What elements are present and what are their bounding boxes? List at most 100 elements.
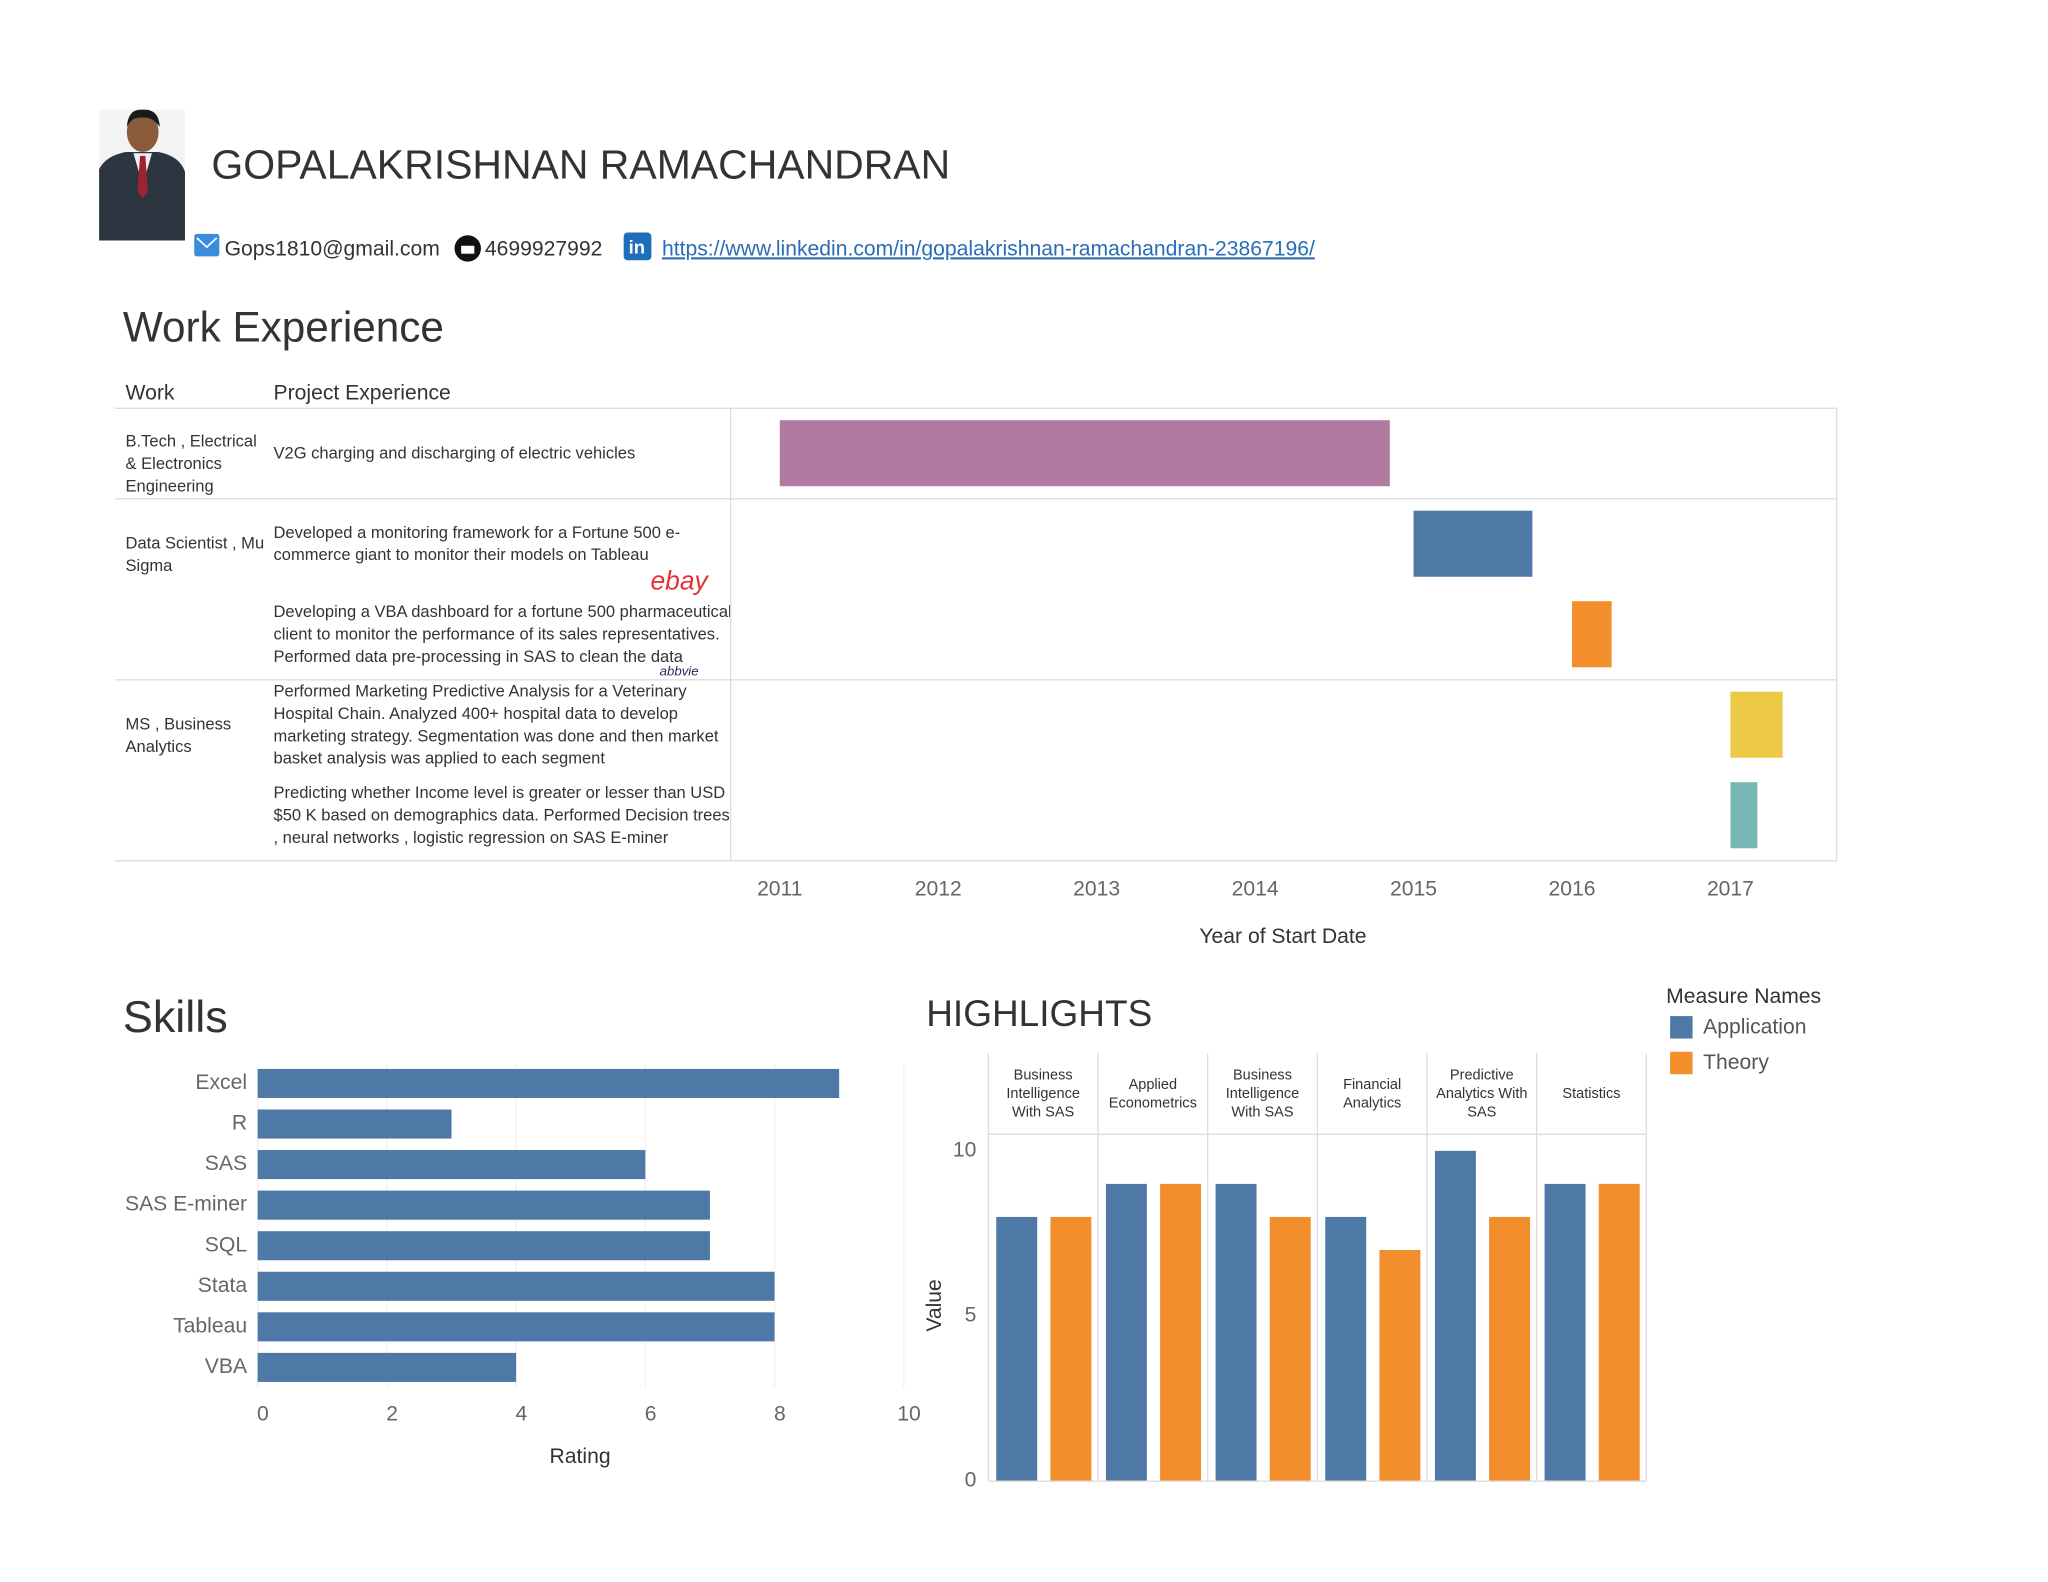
gantt-bar — [1571, 601, 1612, 668]
x-tick-label: 8 — [774, 1403, 786, 1426]
linkedin-icon-text: in — [629, 236, 645, 257]
bar — [257, 1352, 517, 1382]
bar — [1050, 1216, 1092, 1482]
column-header: Work — [126, 381, 175, 404]
email-icon-flap — [196, 237, 218, 249]
category-header-box: Business Intelligence With SAS — [1225, 1067, 1300, 1121]
project-text-box: Developed a monitoring framework for a F… — [273, 522, 681, 564]
phone-icon-body — [461, 245, 475, 254]
x-tick-label: 2 — [386, 1403, 398, 1426]
work-label-box: Data Scientist , Mu Sigma — [125, 533, 265, 575]
x-tick-label: 0 — [257, 1403, 269, 1426]
y-tick-label: SQL — [205, 1233, 248, 1256]
x-tick-label: 2012 — [915, 877, 962, 900]
work-label: MS , Business Analytics — [125, 714, 232, 756]
category-header: Business Intelligence With SAS — [1225, 1067, 1300, 1121]
legend-title: Measure Names — [1666, 985, 1821, 1008]
bar — [1544, 1183, 1586, 1482]
x-tick-label: 2011 — [757, 877, 802, 900]
category-header: Statistics — [1562, 1085, 1621, 1102]
email: Gops1810@gmail.com — [225, 237, 440, 260]
bar — [1489, 1216, 1531, 1482]
bar — [257, 1231, 710, 1261]
linkedin-link[interactable]: https://www.linkedin.com/in/gopalakrishn… — [662, 237, 1315, 260]
email-icon — [194, 233, 220, 257]
work-label-box: B.Tech , Electrical & Electronics Engine… — [125, 431, 257, 496]
section-title: HIGHLIGHTS — [926, 993, 1152, 1034]
photo — [99, 109, 185, 241]
y-tick-label: SAS E-miner — [125, 1193, 247, 1216]
project-text-box: V2G charging and discharging of electric… — [273, 443, 636, 463]
x-tick-label: 4 — [516, 1403, 528, 1426]
photo-tie — [137, 155, 148, 199]
category-header: Business Intelligence With SAS — [1006, 1067, 1080, 1121]
category-header-box: Business Intelligence With SAS — [1006, 1067, 1080, 1121]
y-tick-label: SAS — [205, 1152, 247, 1175]
y-tick-label: 0 — [965, 1469, 977, 1492]
company-logo: ebay — [651, 566, 710, 596]
y-tick-label: R — [232, 1112, 247, 1135]
gantt-bar — [1730, 691, 1783, 758]
y-tick-label: Stata — [198, 1274, 248, 1297]
x-tick-label: 2017 — [1707, 877, 1754, 900]
category-header-box: Financial Analytics — [1343, 1076, 1402, 1111]
name: GOPALAKRISHNAN RAMACHANDRAN — [211, 142, 950, 188]
x-tick-label: 2013 — [1073, 877, 1120, 900]
x-axis-title: Rating — [550, 1445, 611, 1468]
project-text: Developed a monitoring framework for a F… — [273, 522, 681, 564]
phone: 4699927992 — [485, 237, 603, 260]
project-text-box: Developing a VBA dashboard for a fortune… — [273, 602, 732, 666]
bar — [1325, 1216, 1367, 1482]
project-text: Performed Marketing Predictive Analysis … — [273, 681, 719, 768]
bar — [257, 1150, 646, 1180]
section-title: Skills — [123, 991, 228, 1042]
gantt-bar — [1730, 782, 1758, 849]
work-label: Data Scientist , Mu Sigma — [125, 533, 265, 575]
column-header: Project Experience — [274, 381, 451, 404]
x-tick-label: 2015 — [1390, 877, 1437, 900]
project-text: Predicting whether Income level is great… — [273, 783, 730, 847]
bar — [1160, 1183, 1202, 1482]
bar — [1215, 1183, 1257, 1482]
y-tick-label: Excel — [195, 1071, 247, 1094]
bar — [1598, 1183, 1640, 1482]
legend-label: Theory — [1703, 1051, 1769, 1074]
x-tick-label: 6 — [645, 1403, 657, 1426]
x-axis-title: Year of Start Date — [1199, 925, 1366, 948]
work-label: B.Tech , Electrical & Electronics Engine… — [125, 431, 257, 496]
bar — [257, 1068, 840, 1099]
bar — [1269, 1216, 1311, 1482]
bar — [1105, 1183, 1147, 1482]
bar — [996, 1216, 1038, 1482]
y-axis-title: Value — [923, 1279, 946, 1331]
linkedin-icon — [623, 232, 652, 261]
legend-swatch — [1670, 1016, 1693, 1039]
project-text: V2G charging and discharging of electric… — [273, 443, 636, 463]
y-tick-label: Tableau — [173, 1314, 247, 1337]
category-header: Predictive Analytics With SAS — [1436, 1067, 1528, 1121]
x-tick-label: 2014 — [1232, 877, 1279, 900]
project-text-box: Performed Marketing Predictive Analysis … — [273, 681, 719, 768]
bar — [257, 1271, 775, 1301]
bar — [257, 1109, 452, 1139]
photo-hair — [126, 109, 160, 127]
legend-swatch — [1670, 1051, 1693, 1075]
project-text: Developing a VBA dashboard for a fortune… — [273, 602, 732, 666]
company-logo: abbvie — [660, 663, 699, 678]
section-title: Work Experience — [123, 304, 444, 351]
x-tick-label: 10 — [897, 1403, 921, 1426]
category-header: Financial Analytics — [1343, 1076, 1402, 1111]
category-header-box: Predictive Analytics With SAS — [1436, 1067, 1528, 1121]
bar — [257, 1190, 710, 1220]
legend-label: Application — [1703, 1016, 1806, 1039]
y-tick-label: 5 — [965, 1304, 977, 1327]
y-tick-label: 10 — [953, 1138, 977, 1161]
bar — [1379, 1249, 1421, 1482]
bar — [1434, 1150, 1476, 1482]
work-label-box: MS , Business Analytics — [125, 714, 232, 756]
x-tick-label: 2016 — [1548, 877, 1595, 900]
gantt-bar — [1413, 510, 1533, 577]
photo-head — [126, 112, 159, 152]
